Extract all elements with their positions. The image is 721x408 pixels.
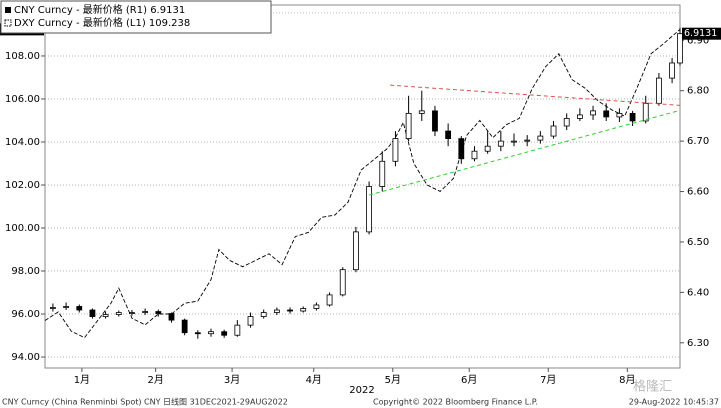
y2-tick-label: 6.90 [687, 35, 709, 46]
candle-body [234, 324, 241, 336]
candle-body [300, 308, 307, 312]
candle-body [63, 306, 69, 308]
y-tick-label: 94.00 [11, 352, 40, 363]
candle-body [677, 33, 683, 64]
candle-body [524, 139, 531, 142]
candles [50, 27, 683, 339]
y-tick-label: 104.00 [5, 137, 40, 148]
y2-tick-label: 6.60 [687, 187, 709, 198]
candle-body [208, 331, 214, 335]
candle-body [247, 316, 254, 326]
legend-icon [5, 7, 11, 13]
watermark: 格隆汇 [633, 379, 672, 395]
candle-body [50, 307, 56, 309]
y2-tick-label: 6.80 [687, 86, 709, 97]
candle-body [326, 294, 333, 306]
footer-right: 29-Aug-2022 10:45:37 [629, 398, 719, 407]
candle-body [590, 110, 596, 116]
x-tick-label: 8月 [619, 374, 635, 386]
candle-body [155, 311, 162, 314]
candle-body [181, 319, 188, 334]
candle-body [484, 145, 491, 152]
legend-label: CNY Curncy - 最新价格 (R1) 6.9131 [14, 3, 185, 16]
plot-frame [44, 4, 681, 369]
candle-body [576, 114, 583, 119]
x-tick-label: 1月 [74, 374, 90, 386]
candle-body [616, 112, 623, 118]
x-tick-label: 5月 [385, 374, 401, 386]
y2-tick-label: 6.70 [687, 136, 709, 147]
candle-body [629, 112, 636, 122]
legend-icon [4, 19, 12, 27]
candle-body [603, 110, 610, 118]
y2-tick-label: 6.50 [687, 237, 709, 248]
x-tick-label: 7月 [540, 374, 556, 386]
x-tick-label: 4月 [306, 374, 322, 386]
x-tick-label: 2月 [147, 374, 163, 386]
x-tick-label: 6月 [461, 374, 477, 386]
candle-body [379, 160, 386, 187]
candle-body [142, 311, 149, 313]
x-tick-label: 3月 [224, 374, 240, 386]
candle-body [339, 269, 346, 296]
candle-body [168, 313, 175, 321]
last-value-box [682, 27, 721, 40]
candle-body [458, 138, 465, 160]
candle-body [260, 312, 267, 317]
x-year-label: 2022 [349, 385, 374, 396]
y-tick-label: 108.00 [5, 51, 40, 62]
last-value-label: 6.9131 [684, 28, 717, 39]
trendline [368, 109, 681, 196]
candle-body [366, 186, 372, 233]
candle-body [656, 77, 662, 104]
y2-tick-label: 6.40 [687, 287, 709, 298]
candle-body [221, 331, 228, 336]
y-tick-label: 96.00 [11, 309, 40, 320]
y-tick-label: 102.00 [5, 180, 40, 191]
candle-body [497, 140, 504, 147]
candle-body [392, 138, 399, 162]
candle-body [273, 309, 280, 313]
candle-body [405, 112, 412, 140]
candle-body [89, 309, 96, 317]
y-tick-label: 100.00 [5, 223, 40, 234]
footer-left: CNY Curncy (China Renminbi Spot) CNY 日线图… [2, 397, 288, 407]
candle-body [76, 306, 83, 311]
legend-box [0, 0, 272, 34]
legend-label: DXY Curncy - 最新价格 (L1) 109.238 [14, 16, 190, 29]
line-series [44, 29, 681, 339]
candle-body [115, 312, 122, 315]
candle-body [353, 231, 359, 271]
candle-body [445, 130, 452, 140]
candle-body [129, 312, 135, 314]
footer-center: Copyright© 2022 Bloomberg Finance L.P. [373, 398, 538, 407]
candle-body [102, 314, 109, 317]
candle-body [669, 62, 675, 79]
candle-body [563, 118, 570, 127]
candle-body [313, 304, 320, 309]
y-tick-label: 98.00 [11, 266, 40, 277]
y2-tick-label: 6.30 [687, 338, 709, 349]
candle-body [432, 110, 438, 132]
y-tick-label: 106.00 [5, 94, 40, 105]
candle-body [194, 332, 201, 335]
candle-body [537, 135, 544, 141]
candle-body [418, 110, 425, 114]
candle-body [642, 102, 649, 122]
candle-body [511, 140, 517, 143]
candle-body [287, 309, 293, 312]
candle-body [550, 125, 557, 137]
candle-body [471, 150, 478, 160]
